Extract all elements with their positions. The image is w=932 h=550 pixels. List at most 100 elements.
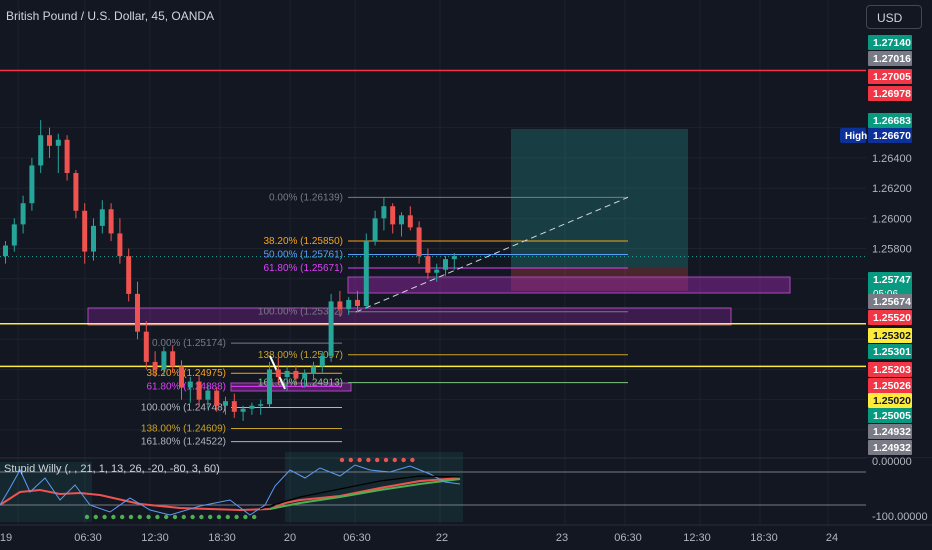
fib-level-label: 100.00% (1.25382): [258, 307, 343, 318]
candle-body: [29, 165, 35, 204]
price-badge-bg: [868, 310, 912, 325]
candle: [319, 351, 325, 373]
time-tick-label: 12:30: [683, 532, 711, 544]
fib-level-label: 161.80% (1.24522): [141, 437, 226, 448]
grid-lines: [0, 0, 866, 525]
indicator-dot-green: [252, 514, 257, 520]
price-badge: 1.24932: [868, 424, 912, 439]
fibonacci-retracement-1: 0.00% (1.26139) 38.20% (1.25850) 50.00% (1…: [258, 192, 628, 389]
price-tick-label: 1.26000: [872, 213, 912, 225]
candle: [451, 253, 457, 270]
candle: [143, 321, 149, 370]
candle-body: [293, 370, 299, 379]
candle-body: [196, 381, 202, 400]
candle: [249, 402, 255, 415]
price-badge: 1.24932: [868, 440, 912, 455]
price-axis: 1.266001.264001.262001.260001.258001.271…: [840, 0, 932, 525]
price-badge: 1.27005: [868, 69, 912, 84]
candle-body: [372, 218, 378, 241]
candle: [416, 221, 422, 264]
indicator-dot-red: [392, 457, 397, 463]
indicator-dot-green: [243, 514, 248, 520]
candle: [64, 135, 70, 181]
price-badge-label: 1.26978: [873, 88, 911, 100]
candle-body: [231, 401, 237, 412]
price-badge: 1.26670 High: [840, 128, 912, 143]
candle: [55, 133, 61, 173]
candle-body: [73, 173, 79, 211]
price-badge-bg: [868, 362, 912, 377]
candle-body: [355, 299, 360, 306]
indicator-dot-red: [357, 457, 362, 463]
candle: [293, 364, 299, 385]
candle: [407, 206, 413, 231]
candle: [328, 293, 334, 362]
indicator-dot-green: [128, 514, 134, 520]
fib-level-label: 61.80% (1.24888): [146, 381, 226, 392]
candle-body: [135, 293, 140, 332]
candle: [135, 281, 140, 340]
candle-body: [337, 301, 343, 309]
candle-body: [319, 355, 325, 367]
candle-body: [381, 206, 387, 219]
time-tick-label: 19: [0, 532, 12, 544]
fib-level-label: 50.00% (1.25761): [263, 249, 343, 260]
candle-body: [434, 269, 440, 273]
candle: [126, 248, 132, 302]
target-zone: [511, 129, 688, 268]
price-badge-label: 1.25020: [873, 395, 911, 407]
candle: [399, 212, 404, 237]
candle: [311, 361, 316, 381]
price-badge-label: 1.25301: [873, 346, 911, 358]
indicator-dot-green: [120, 514, 125, 520]
price-badge-label: 1.25302: [873, 330, 911, 342]
price-tag-bg: [840, 128, 866, 143]
price-badge-label: 1.24932: [873, 442, 911, 454]
price-badge-label: 1.25026: [873, 380, 911, 392]
price-tick-label: 1.26200: [872, 183, 912, 195]
fib-level-label: 161.80% (1.24913): [258, 378, 343, 389]
indicator-title: Stupid Willy (, , 21, 1, 13, 26, -20, -8…: [4, 463, 220, 475]
candle: [73, 169, 79, 219]
indicator-dot-red: [383, 457, 389, 463]
candle-body: [117, 233, 123, 257]
price-badge: 1.27016: [868, 51, 912, 66]
candle: [108, 203, 114, 241]
candle: [11, 218, 17, 252]
time-axis: 19 06:30 12:30 18:30 20 06:30 22 23 06:30 12:30 18…: [0, 524, 932, 544]
price-tick-label: 1.25800: [872, 244, 912, 256]
indicator-dot-green: [190, 514, 195, 520]
dashed-projection-line: [355, 196, 629, 313]
price-badge-label: 1.25005: [873, 410, 911, 422]
candle: [170, 345, 176, 373]
candle: [390, 203, 396, 234]
candle-body: [258, 404, 264, 406]
indicator-dot-red: [339, 457, 345, 463]
candle-body: [267, 369, 272, 405]
candle-body: [407, 215, 413, 228]
candle-body: [126, 256, 132, 294]
candlesticks: [3, 120, 457, 421]
candle-body: [363, 241, 369, 306]
candle-body: [99, 209, 105, 226]
time-tick-label: 06:30: [74, 532, 102, 544]
indicator-signal-line: [0, 477, 461, 512]
fib-level-label: 0.00% (1.26139): [269, 192, 343, 203]
price-badge: 1.25301: [868, 344, 912, 359]
indicator-dot-green: [216, 514, 222, 520]
price-badge-label: 1.24932: [873, 426, 911, 438]
price-badge-bg: [868, 86, 912, 101]
candle-body: [170, 351, 176, 367]
indicator-black-line: [259, 475, 461, 510]
candle-body: [443, 259, 448, 270]
candle: [355, 290, 360, 313]
time-tick-label: 24: [826, 532, 838, 544]
currency-button[interactable]: USD: [866, 5, 922, 29]
price-badge: 1.25302: [868, 328, 912, 343]
indicator-dot-green: [102, 514, 107, 520]
candle: [443, 256, 448, 276]
price-badge-bg: [868, 113, 912, 128]
candle: [179, 360, 184, 400]
candle: [3, 241, 8, 264]
